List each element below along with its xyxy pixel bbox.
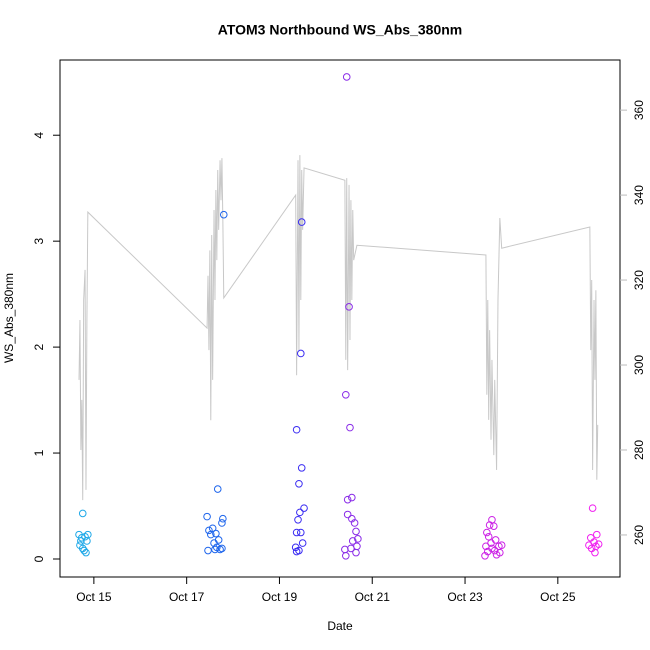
point bbox=[296, 528, 305, 537]
point bbox=[341, 545, 349, 554]
point bbox=[80, 546, 88, 555]
point bbox=[342, 73, 351, 81]
point bbox=[341, 390, 350, 399]
point bbox=[345, 303, 353, 311]
point bbox=[497, 541, 506, 550]
point bbox=[484, 532, 493, 541]
plot-frame bbox=[59, 59, 621, 578]
y2-tick-label: 300 bbox=[632, 355, 646, 375]
point bbox=[352, 527, 360, 536]
y2-tick-label: 340 bbox=[632, 185, 646, 205]
point bbox=[297, 464, 306, 472]
point bbox=[78, 509, 87, 518]
point bbox=[297, 218, 306, 226]
point bbox=[83, 537, 91, 545]
point bbox=[485, 521, 494, 529]
y-axis-label: WS_Abs_380nm bbox=[2, 273, 16, 363]
point bbox=[594, 540, 603, 548]
y2-tick-label: 260 bbox=[632, 525, 646, 545]
point bbox=[205, 526, 213, 535]
y-tick-label: 3 bbox=[32, 238, 46, 245]
point bbox=[295, 479, 303, 488]
chart-title: ATOM3 Northbound WS_Abs_380nm bbox=[218, 22, 463, 38]
y2-tick-label: 320 bbox=[632, 270, 646, 290]
point bbox=[354, 535, 362, 543]
point bbox=[481, 552, 489, 560]
point bbox=[212, 529, 220, 538]
point bbox=[496, 548, 504, 557]
point bbox=[490, 522, 498, 530]
point bbox=[593, 530, 601, 539]
point bbox=[213, 485, 222, 493]
point bbox=[491, 536, 500, 544]
point bbox=[350, 519, 359, 527]
point bbox=[483, 528, 491, 537]
point bbox=[219, 210, 228, 219]
point bbox=[343, 510, 352, 519]
y2-tick-label: 280 bbox=[632, 440, 646, 460]
point bbox=[292, 547, 301, 556]
y-tick-label: 0 bbox=[32, 555, 46, 562]
point bbox=[77, 537, 85, 545]
point bbox=[292, 425, 301, 434]
point bbox=[203, 512, 211, 521]
point bbox=[82, 548, 90, 557]
point bbox=[218, 544, 226, 553]
point bbox=[206, 530, 215, 539]
point bbox=[487, 539, 495, 547]
point bbox=[343, 495, 352, 504]
x-tick-label: Oct 19 bbox=[262, 590, 298, 604]
y2-tick-label: 360 bbox=[632, 100, 646, 120]
point bbox=[296, 508, 304, 517]
y-tick-label: 1 bbox=[32, 449, 46, 456]
x-axis-label: Date bbox=[327, 619, 353, 633]
x-tick-label: Oct 21 bbox=[355, 590, 391, 604]
y-tick-label: 2 bbox=[32, 343, 46, 350]
point bbox=[298, 539, 307, 547]
x-tick-label: Oct 17 bbox=[169, 590, 205, 604]
point bbox=[292, 528, 301, 537]
point bbox=[219, 514, 227, 523]
point bbox=[216, 545, 224, 554]
point bbox=[588, 504, 597, 512]
point bbox=[300, 504, 308, 512]
point bbox=[294, 515, 302, 524]
point bbox=[218, 519, 226, 527]
x-tick-label: Oct 25 bbox=[540, 590, 576, 604]
x-tick-label: Oct 15 bbox=[76, 590, 112, 604]
point bbox=[204, 546, 212, 555]
point bbox=[490, 546, 499, 555]
point bbox=[346, 423, 354, 432]
point bbox=[341, 552, 350, 560]
point bbox=[214, 536, 223, 544]
point bbox=[296, 349, 305, 358]
point bbox=[211, 545, 219, 554]
point bbox=[347, 544, 355, 553]
y-tick-label: 4 bbox=[32, 132, 46, 139]
point bbox=[591, 548, 599, 557]
line bbox=[78, 155, 599, 501]
point bbox=[348, 537, 357, 545]
x-tick-label: Oct 23 bbox=[447, 590, 483, 604]
point bbox=[348, 493, 356, 502]
point bbox=[352, 548, 360, 557]
